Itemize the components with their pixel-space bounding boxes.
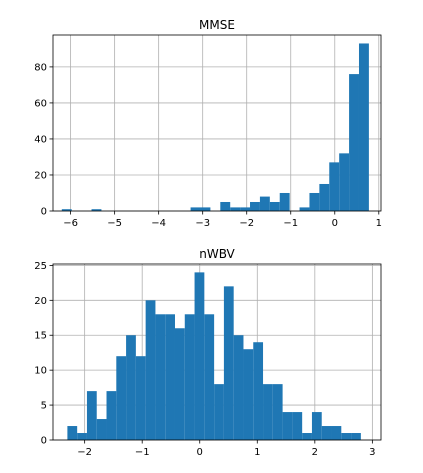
nwbv-xtick-label: 0 — [197, 447, 203, 458]
nwbv-ytick-label: 25 — [34, 261, 47, 272]
nwbv-bar — [341, 433, 352, 440]
mmse-bar — [250, 201, 260, 211]
nwbv-bar — [243, 349, 254, 440]
mmse-bar — [240, 207, 251, 211]
nwbv-bar — [272, 384, 283, 440]
mmse-xtick-label: −4 — [151, 218, 166, 229]
nwbv-bar — [126, 335, 136, 440]
nwbv-bar — [204, 314, 215, 440]
mmse-bar — [358, 43, 369, 211]
nwbv-bar — [96, 419, 107, 440]
nwbv-ytick-label: 10 — [34, 366, 47, 377]
nwbv-xtick-label: −1 — [135, 447, 150, 458]
nwbv-bar — [116, 356, 127, 440]
nwbv-bar — [194, 272, 205, 440]
mmse-bar — [349, 74, 359, 211]
nwbv-bar — [174, 328, 185, 440]
nwbv-bar — [233, 335, 244, 440]
nwbv-bar — [263, 384, 273, 440]
mmse-bar — [279, 192, 290, 211]
mmse-ytick-label: 80 — [34, 62, 47, 73]
nwbv-ytick-label: 15 — [34, 331, 47, 342]
mmse-xtick-label: −1 — [283, 218, 298, 229]
mmse-bar — [200, 207, 211, 211]
mmse-bar — [190, 207, 201, 211]
nwbv-bar — [253, 342, 264, 440]
mmse-title: MMSE — [199, 18, 235, 32]
mmse-xtick-label: −3 — [195, 218, 210, 229]
mmse-ytick-label: 40 — [34, 134, 47, 145]
nwbv-bar — [67, 426, 78, 440]
nwbv-title: nWBV — [199, 247, 235, 261]
nwbv-ytick-label: 20 — [34, 296, 47, 307]
mmse-bar — [339, 153, 350, 211]
mmse-bar — [329, 162, 340, 211]
mmse-bar — [91, 209, 102, 211]
nwbv-bar — [311, 412, 322, 440]
nwbv-bar — [321, 426, 332, 440]
nwbv-bar — [214, 384, 224, 440]
nwbv-bar — [292, 412, 303, 440]
nwbv-bar — [165, 314, 175, 440]
mmse-xtick-label: 0 — [332, 218, 338, 229]
mmse-xtick-label: −6 — [63, 218, 78, 229]
mmse-xtick-label: 1 — [376, 218, 382, 229]
nwbv-histogram: nWBV −2 −1 0 1 2 3 0 5 10 15 20 25 — [34, 247, 382, 458]
nwbv-bar — [135, 356, 146, 440]
nwbv-bar — [77, 433, 87, 440]
nwbv-bar — [282, 412, 293, 440]
nwbv-bar — [145, 300, 156, 440]
nwbv-ytick-label: 0 — [41, 436, 47, 447]
nwbv-xtick-label: −2 — [77, 447, 92, 458]
mmse-bar — [220, 201, 231, 211]
nwbv-ytick-label: 5 — [41, 401, 47, 412]
mmse-bar — [309, 192, 320, 211]
mmse-bar — [269, 201, 280, 211]
mmse-bar — [299, 207, 310, 211]
mmse-bar — [230, 207, 241, 211]
mmse-ytick-label: 0 — [41, 207, 47, 218]
nwbv-bar — [106, 391, 117, 440]
mmse-xtick-label: −2 — [239, 218, 254, 229]
nwbv-xtick-label: 1 — [254, 447, 260, 458]
mmse-ytick-label: 60 — [34, 98, 47, 109]
mmse-xtick-label: −5 — [107, 218, 122, 229]
mmse-ytick-label: 20 — [34, 170, 47, 181]
nwbv-bar — [302, 433, 312, 440]
nwbv-bar — [351, 433, 361, 440]
mmse-bar — [319, 183, 330, 211]
nwbv-bar — [331, 426, 342, 440]
nwbv-axes-frame — [52, 263, 382, 441]
nwbv-bar — [184, 314, 195, 440]
nwbv-xtick-label: 3 — [369, 447, 375, 458]
nwbv-bar — [155, 314, 166, 440]
mmse-axes-frame — [52, 34, 382, 212]
nwbv-bar — [223, 286, 234, 440]
nwbv-xtick-label: 2 — [312, 447, 318, 458]
mmse-bar — [259, 196, 270, 211]
nwbv-bar — [86, 391, 97, 440]
mmse-bar — [61, 209, 72, 211]
